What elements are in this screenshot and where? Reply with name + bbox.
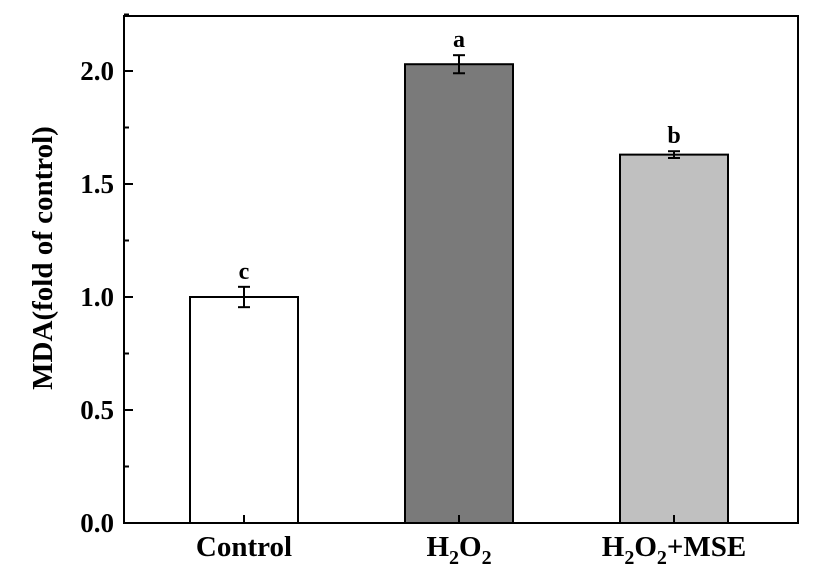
significance-label: b (667, 123, 680, 149)
x-category-label: H2O2 (426, 531, 491, 569)
significance-label: a (453, 27, 465, 53)
y-tick-label: 0.0 (80, 508, 114, 538)
y-axis-label: MDA(fold of control) (27, 126, 59, 390)
x-category-label: H2O2+MSE (602, 531, 747, 569)
subscript: 2 (624, 547, 634, 569)
significance-label: c (239, 259, 250, 285)
y-tick-label: 1.5 (80, 169, 114, 199)
label-part: O (459, 531, 482, 563)
subscript: 2 (449, 547, 459, 569)
y-tick-label: 0.5 (80, 395, 114, 425)
bar-H2O2 (404, 63, 514, 524)
subscript: 2 (657, 547, 667, 569)
y-tick-label: 1.0 (80, 282, 114, 312)
label-part: H (426, 531, 449, 563)
x-category-label: Control (196, 531, 292, 563)
label-part: O (634, 531, 657, 563)
label-part: H (602, 531, 625, 563)
bar-H2O2+MSE (619, 153, 729, 524)
label-part: Control (196, 531, 292, 563)
bar-Control (189, 296, 299, 524)
label-part: +MSE (667, 531, 746, 563)
y-tick-label: 2.0 (80, 56, 114, 86)
subscript: 2 (482, 547, 492, 569)
